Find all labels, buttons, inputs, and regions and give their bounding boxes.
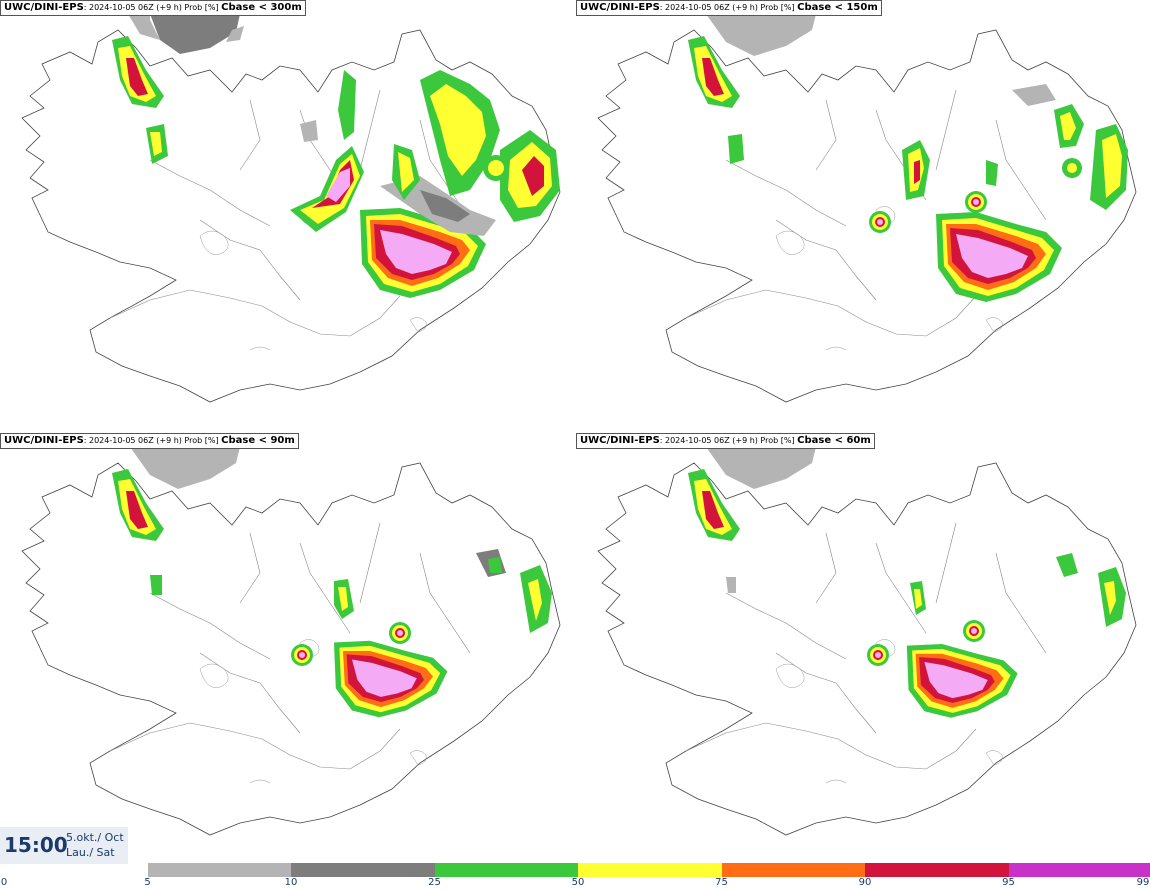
run-info: : 2024-10-05 06Z (+9 h) Prob [%] [659, 436, 798, 445]
colorbar-tick-label: 25 [428, 877, 441, 888]
panel-title: UWC/DINI-EPS: 2024-10-05 06Z (+9 h) Prob… [576, 433, 875, 449]
colorbar-tick-label: 10 [284, 877, 298, 888]
map-panel-cbase-60: UWC/DINI-EPS: 2024-10-05 06Z (+9 h) Prob… [576, 433, 1148, 863]
variable-name: Cbase < 150m [797, 2, 878, 13]
probability-map [597, 447, 1137, 836]
run-info: : 2024-10-05 06Z (+9 h) Prob [%] [83, 3, 222, 12]
map-panel-cbase-300: UWC/DINI-EPS: 2024-10-05 06Z (+9 h) Prob… [0, 0, 572, 430]
colorbar-bin [147, 863, 291, 877]
variable-name: Cbase < 90m [221, 435, 295, 446]
model-name: UWC/DINI-EPS [580, 2, 660, 13]
colorbar-bin [865, 863, 1009, 877]
run-info: : 2024-10-05 06Z (+9 h) Prob [%] [659, 3, 798, 12]
panel-title: UWC/DINI-EPS: 2024-10-05 06Z (+9 h) Prob… [576, 0, 882, 16]
probability-map [597, 14, 1137, 403]
colorbar-bin [291, 863, 435, 877]
valid-time: 15:00 [4, 833, 68, 857]
colorbar-tick-label: 95 [1002, 877, 1015, 888]
probability-map [21, 447, 561, 836]
colorbar-bin [721, 863, 865, 877]
model-name: UWC/DINI-EPS [4, 2, 84, 13]
probability-map [21, 14, 561, 403]
map-panel-cbase-90: UWC/DINI-EPS: 2024-10-05 06Z (+9 h) Prob… [0, 433, 572, 863]
model-name: UWC/DINI-EPS [580, 435, 660, 446]
variable-name: Cbase < 60m [797, 435, 871, 446]
colorbar-tick-label: 99 [1136, 877, 1150, 888]
valid-date: 5.okt./ Oct [66, 831, 124, 844]
model-name: UWC/DINI-EPS [4, 435, 84, 446]
colorbar-tick-label: 5 [144, 877, 151, 888]
colorbar-bin [1008, 863, 1150, 877]
valid-time-box: 15:00 5.okt./ Oct Lau./ Sat [0, 827, 128, 864]
run-info: : 2024-10-05 06Z (+9 h) Prob [%] [83, 436, 222, 445]
colorbar-tick-label: 90 [858, 877, 872, 888]
panel-title: UWC/DINI-EPS: 2024-10-05 06Z (+9 h) Prob… [0, 433, 299, 449]
colorbar-tick-label: 0 [0, 877, 8, 888]
panel-title: UWC/DINI-EPS: 2024-10-05 06Z (+9 h) Prob… [0, 0, 306, 16]
variable-name: Cbase < 300m [221, 2, 302, 13]
colorbar-tick-label: 50 [571, 877, 585, 888]
map-panel-cbase-150: UWC/DINI-EPS: 2024-10-05 06Z (+9 h) Prob… [576, 0, 1148, 430]
colorbar-bin [434, 863, 578, 877]
valid-weekday: Lau./ Sat [66, 846, 115, 859]
colorbar-bin [578, 863, 722, 877]
colorbar-tick-label: 75 [715, 877, 728, 888]
